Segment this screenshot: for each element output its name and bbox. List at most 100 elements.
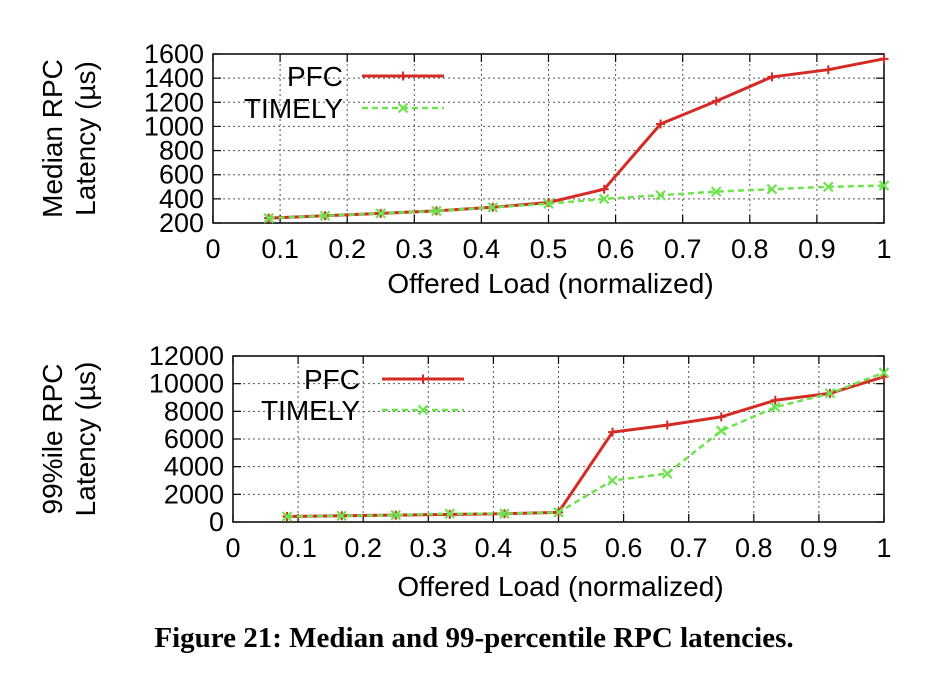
y-tick-label: 4000	[164, 452, 224, 482]
data-point	[375, 208, 387, 219]
x-tick-label: 0.9	[800, 533, 838, 563]
x-tick-label: 0	[205, 234, 220, 264]
legend-marker	[417, 404, 429, 416]
data-point	[716, 412, 726, 422]
x-tick-label: 0.7	[670, 533, 708, 563]
data-point	[656, 119, 666, 129]
data-point	[444, 508, 456, 519]
x-tick-label: 0.1	[279, 533, 317, 563]
series-line-pfc	[287, 375, 885, 518]
legend-label: PFC	[304, 364, 360, 395]
x-tick-label: 0.9	[798, 234, 836, 264]
y-tick-label: 10000	[149, 369, 224, 399]
y-axis-label: Latency (µs)	[70, 61, 101, 216]
legend-label: TIMELY	[244, 93, 343, 124]
data-point	[599, 184, 609, 194]
p99-latency-chart: 0 0.1 0.2 0.3 0.4 0.5 0.6 0.7 0.8 0.9 1 02000400060…	[37, 341, 892, 602]
y-tick-label: 1400	[144, 63, 204, 93]
x-tick-label: 0.6	[597, 234, 635, 264]
data-point	[710, 186, 722, 197]
data-point	[655, 189, 666, 201]
data-point	[823, 65, 833, 75]
data-point	[543, 198, 554, 209]
y-axis-label: 99%ile RPC	[37, 364, 68, 515]
x-tick-label: 0.8	[731, 234, 769, 264]
data-point	[767, 72, 777, 82]
x-tick-label: 1	[876, 234, 891, 264]
y-axis-label: Median RPC	[37, 59, 68, 218]
y-tick-label: 1200	[144, 87, 204, 117]
data-point	[607, 475, 618, 486]
y-tick-label: 1000	[144, 111, 204, 141]
x-tick-label: 0.6	[605, 533, 643, 563]
x-tick-label: 0.5	[540, 533, 578, 563]
data-point	[711, 96, 721, 106]
legend-marker	[397, 102, 409, 114]
x-tick-label: 0.2	[328, 234, 366, 264]
data-point	[553, 507, 564, 518]
x-tick-label: 0.2	[344, 533, 382, 563]
x-tick-label: 0.1	[261, 234, 299, 264]
median-latency-chart: 0 0.1 0.2 0.3 0.4 0.5 0.6 0.7 0.8 0.9 120040060080…	[37, 39, 892, 299]
series-line-pfc	[268, 57, 885, 220]
y-tick-label: 6000	[164, 424, 224, 454]
series-line-timely	[287, 371, 885, 518]
data-point	[263, 212, 274, 224]
series-timely	[281, 367, 890, 522]
x-tick-label: 0.3	[410, 533, 448, 563]
y-tick-label: 0	[209, 507, 224, 537]
series-timely	[263, 180, 890, 224]
y-tick-label: 12000	[149, 341, 224, 371]
data-point	[823, 181, 834, 193]
data-point	[770, 401, 781, 413]
y-tick-label: 200	[159, 208, 204, 238]
x-axis-label: Offered Load (normalized)	[397, 571, 723, 602]
x-tick-label: 0.5	[530, 234, 568, 264]
data-point	[879, 54, 889, 64]
x-tick-label: 0	[225, 533, 240, 563]
data-point	[608, 427, 618, 437]
x-tick-label: 0.4	[463, 234, 501, 264]
y-tick-label: 400	[159, 184, 204, 214]
y-tick-label: 2000	[164, 479, 224, 509]
data-point	[319, 210, 331, 222]
data-point	[770, 395, 780, 405]
data-point	[824, 388, 836, 399]
y-axis-label: Latency (µs)	[70, 362, 101, 517]
x-tick-label: 0.7	[664, 234, 702, 264]
data-point	[766, 183, 778, 195]
data-point	[715, 425, 727, 436]
y-tick-label: 800	[159, 136, 204, 166]
x-tick-label: 1	[876, 533, 891, 563]
x-tick-label: 0.3	[396, 234, 434, 264]
legend-marker	[418, 374, 428, 384]
y-tick-label: 600	[159, 160, 204, 190]
figure-caption: Figure 21: Median and 99-percentile RPC …	[154, 622, 794, 654]
legend-label: PFC	[287, 61, 343, 92]
data-point	[390, 509, 402, 521]
x-tick-label: 0.8	[735, 533, 773, 563]
data-point	[281, 511, 293, 522]
series-pfc	[282, 372, 889, 521]
y-tick-label: 8000	[164, 396, 224, 426]
series-pfc	[264, 54, 889, 223]
gridlines	[233, 356, 884, 522]
data-point	[878, 180, 890, 191]
legend-label: TIMELY	[261, 395, 360, 426]
data-point	[431, 205, 442, 217]
data-point	[878, 367, 890, 378]
data-point	[661, 468, 673, 479]
x-tick-label: 0.4	[475, 533, 513, 563]
data-point	[336, 510, 347, 522]
data-point	[662, 420, 672, 430]
legend-marker	[398, 71, 408, 81]
data-point	[598, 193, 610, 205]
x-axis-label: Offered Load (normalized)	[387, 268, 713, 299]
y-tick-label: 1600	[144, 39, 204, 69]
series-line-timely	[268, 184, 885, 220]
data-point	[487, 202, 499, 213]
data-point	[499, 508, 510, 519]
